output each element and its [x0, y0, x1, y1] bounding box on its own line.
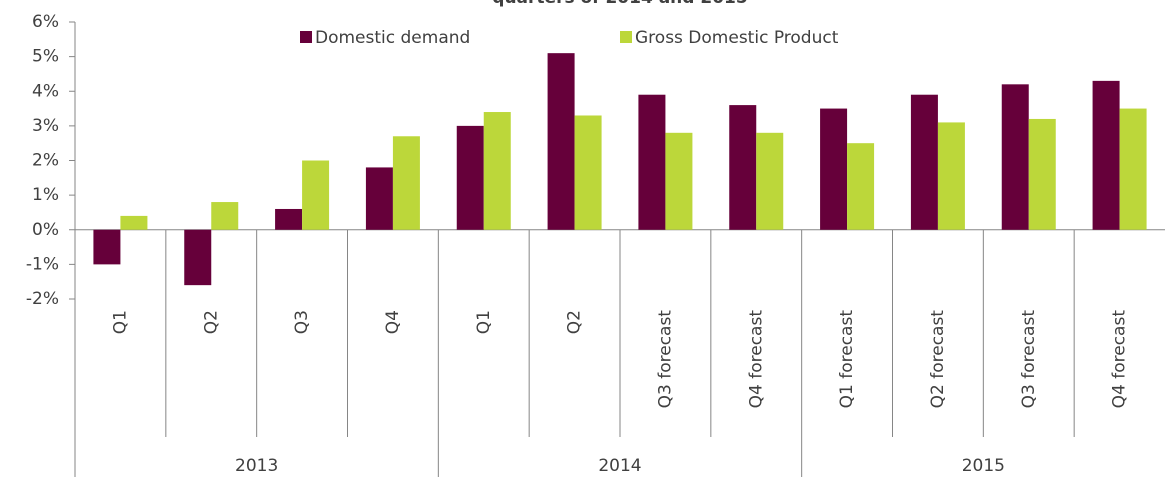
x-tick-label: Q4 forecast: [746, 310, 766, 409]
bar: [547, 53, 575, 230]
x-tick-label: Q4: [383, 310, 403, 334]
y-tick-label: -2%: [26, 289, 59, 309]
x-tick-label: Q3 forecast: [655, 310, 675, 409]
bar: [638, 94, 666, 230]
x-tick-label: Q3: [292, 310, 312, 334]
bar: [847, 143, 875, 230]
y-tick-label: 4%: [32, 81, 59, 101]
x-tick-label: Q1 forecast: [837, 310, 857, 409]
y-tick-label: 6%: [32, 12, 59, 32]
x-tick-label: Q2: [201, 310, 221, 334]
bar: [456, 125, 484, 230]
group-label: 2013: [235, 456, 278, 476]
x-tick-label: Q1: [474, 310, 494, 334]
bar: [120, 215, 148, 230]
y-tick-label: 2%: [32, 151, 59, 171]
bar: [392, 136, 420, 230]
bar: [1001, 84, 1029, 230]
legend-swatch: [620, 31, 632, 43]
bar: [93, 229, 121, 265]
x-tick-label: Q4 forecast: [1110, 310, 1130, 409]
x-tick-label: Q1: [110, 310, 130, 334]
bar: [275, 208, 303, 230]
x-tick-label: Q2: [565, 310, 585, 334]
group-label: 2014: [598, 456, 641, 476]
bar: [820, 108, 848, 230]
bar: [937, 122, 965, 230]
bar: [483, 112, 511, 230]
bar: [756, 132, 784, 230]
bar: [184, 229, 212, 286]
y-tick-label: 3%: [32, 116, 59, 136]
legend-label: Domestic demand: [315, 28, 470, 48]
legend-label: Gross Domestic Product: [635, 28, 839, 48]
bar: [910, 94, 938, 230]
y-tick-label: -1%: [26, 254, 59, 274]
bar: [1028, 118, 1056, 230]
y-tick-label: 0%: [32, 220, 59, 240]
chart-title: quarters of 2014 and 2015: [492, 0, 747, 8]
bar: [1092, 80, 1120, 230]
legend-swatch: [300, 31, 312, 43]
bar: [211, 202, 239, 230]
y-tick-label: 5%: [32, 47, 59, 67]
x-tick-label: Q2 forecast: [928, 310, 948, 409]
bar: [729, 105, 757, 230]
bar: [302, 160, 330, 230]
bar: [665, 132, 693, 230]
bar: [574, 115, 602, 230]
x-tick-label: Q3 forecast: [1019, 310, 1039, 409]
bar: [365, 167, 393, 230]
group-label: 2015: [962, 456, 1005, 476]
bar: [1119, 108, 1147, 230]
y-tick-label: 1%: [32, 185, 59, 205]
